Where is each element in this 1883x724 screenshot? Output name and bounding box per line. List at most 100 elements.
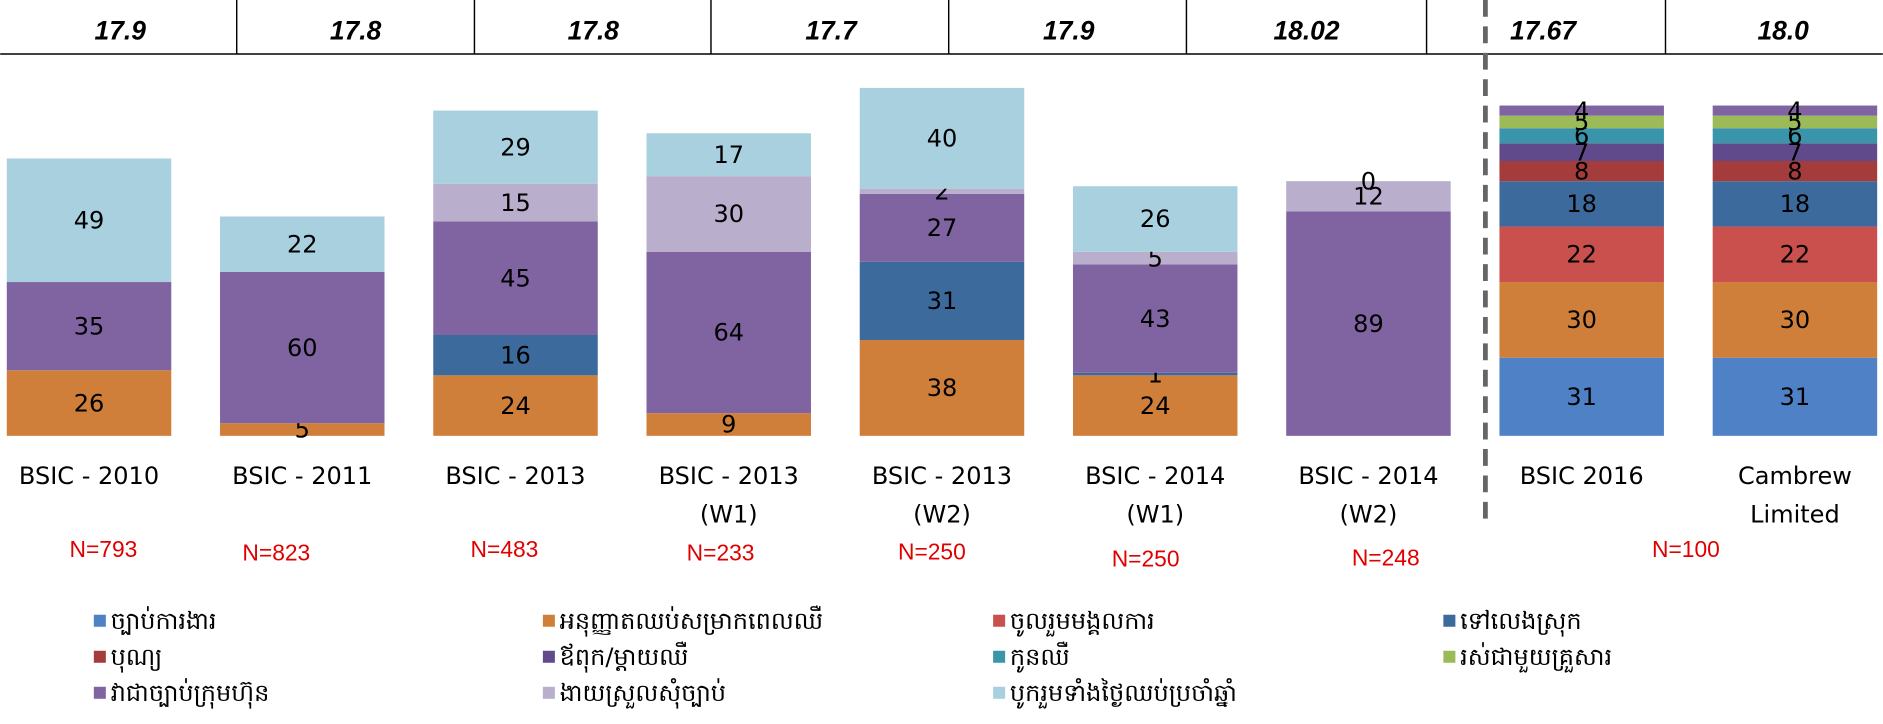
bar-segment [859,87,1025,189]
legend-label: ចូលរួមមង្គលការ [1010,607,1155,637]
value-label: 26 [1140,205,1171,233]
legend-label: ឪពុក/ម្តាយឈឺ [560,641,689,673]
bar-segment [859,193,1025,262]
value-label: 49 [74,206,105,234]
bar-segment [1712,161,1878,182]
header-value: 17.7 [805,15,858,45]
value-label: 8 [1574,157,1589,185]
value-label: 7 [1787,138,1802,166]
value-label: 18 [1566,190,1597,218]
value-label: 7 [1574,138,1589,166]
value-label: 40 [927,125,958,153]
x-tick-label: BSIC 2016 [1519,461,1644,490]
value-label: 35 [74,312,105,340]
x-tick-label: BSIC - 2013 [445,461,586,490]
value-label: 43 [1140,305,1171,333]
bar-segment [1499,128,1664,144]
bar-segment [1072,375,1238,436]
value-label: 89 [1353,310,1384,338]
bar-segment [433,334,598,376]
bar-segment [646,413,811,436]
value-label: 17 [713,141,744,169]
bar-segment [1072,186,1238,252]
value-label: 18 [1780,190,1811,218]
n-label: N=250 [898,539,966,565]
header-value: 17.9 [95,15,147,45]
value-label: 45 [500,264,531,292]
legend-swatch [993,686,1006,699]
bar-segment [646,176,811,252]
legend-label: បុណ្យ [111,643,163,673]
n-label: N=233 [687,540,755,566]
legend-swatch [1443,650,1456,663]
value-label: 30 [713,200,744,228]
legend-swatch [93,650,106,663]
legend-swatch [993,650,1006,663]
x-tick-label: BSIC - 2013 (W1) [658,461,799,529]
bar-segment [1712,115,1878,129]
value-label: 31 [1566,383,1597,411]
n-label: N=248 [1352,545,1420,571]
value-label: 30 [1780,306,1811,334]
bar-segment [1072,251,1238,265]
x-label-box: BSIC - 2013 [445,461,586,490]
header-value: 18.02 [1273,15,1339,45]
value-label: 27 [927,214,958,242]
header-value: 17.8 [568,15,620,45]
bar-segment [1712,143,1878,162]
bar-segment [1499,282,1664,358]
x-label-box: BSIC - 2014 (W2) [1298,461,1438,528]
bar-segment [1499,181,1664,227]
bar-segment [1072,264,1238,373]
value-label: 0 [1361,167,1376,195]
bar-segment [1499,357,1664,436]
x-label-box: BSIC 2016 [1519,461,1644,490]
bar-segment [1499,143,1664,162]
bar-segment [1499,226,1664,283]
legend-label: ទៅលេងស្រុក [1460,607,1581,637]
bar-segment [1286,211,1451,436]
bar-segment [1712,105,1878,116]
legend-swatch [993,614,1006,627]
bar-segment [1712,226,1878,283]
legend-label: វាជាច្បាប់ក្រុមហ៊ុន [111,678,270,709]
value-label: 22 [1566,241,1597,269]
bar-segment [220,271,385,424]
value-label: 24 [500,392,531,420]
legend-swatch [542,650,555,663]
bar-segment [859,261,1025,341]
bar-segment [1072,372,1238,376]
bar-segment [433,183,598,222]
value-label: 4 [1787,97,1802,125]
value-label: 8 [1787,157,1802,185]
value-label: 12 [1353,183,1384,211]
legend-label: រស់ជាមួយគ្រួសារ [1460,642,1612,673]
legend-label: ច្បាប់ការងារ [111,606,217,635]
x-tick-label: BSIC - 2014 (W1) [1085,461,1226,529]
bar-segment [646,251,811,414]
bar-segment [1712,282,1878,358]
n-label: N=823 [242,540,310,566]
bar-segment [1712,181,1878,227]
bar-segment [6,282,172,371]
value-label: 6 [1787,122,1802,150]
x-tick-label: BSIC - 2010 [18,461,160,490]
value-label: 31 [1780,383,1811,411]
legend-swatch [1443,614,1456,627]
bar-segment [220,423,385,436]
legend-swatch [542,614,555,627]
header-value: 17.67 [1510,15,1577,45]
x-label-box: BSIC - 2013 (W2) [871,461,1013,529]
value-label: 9 [721,411,736,439]
value-label: 26 [74,389,105,417]
bar-segment [6,370,172,436]
legend-label: អនុញ្ញាតឈប់សម្រាកពេលឈឺ [560,605,823,637]
bar-segment [6,158,172,283]
value-label: 29 [500,133,531,161]
x-label-box: Cambrew Limited [1738,461,1852,528]
value-label: 4 [1574,97,1589,125]
bar-segment [1499,115,1664,129]
x-tick-label: BSIC - 2013 (W2) [871,461,1013,529]
header-value: 17.9 [1043,15,1095,45]
